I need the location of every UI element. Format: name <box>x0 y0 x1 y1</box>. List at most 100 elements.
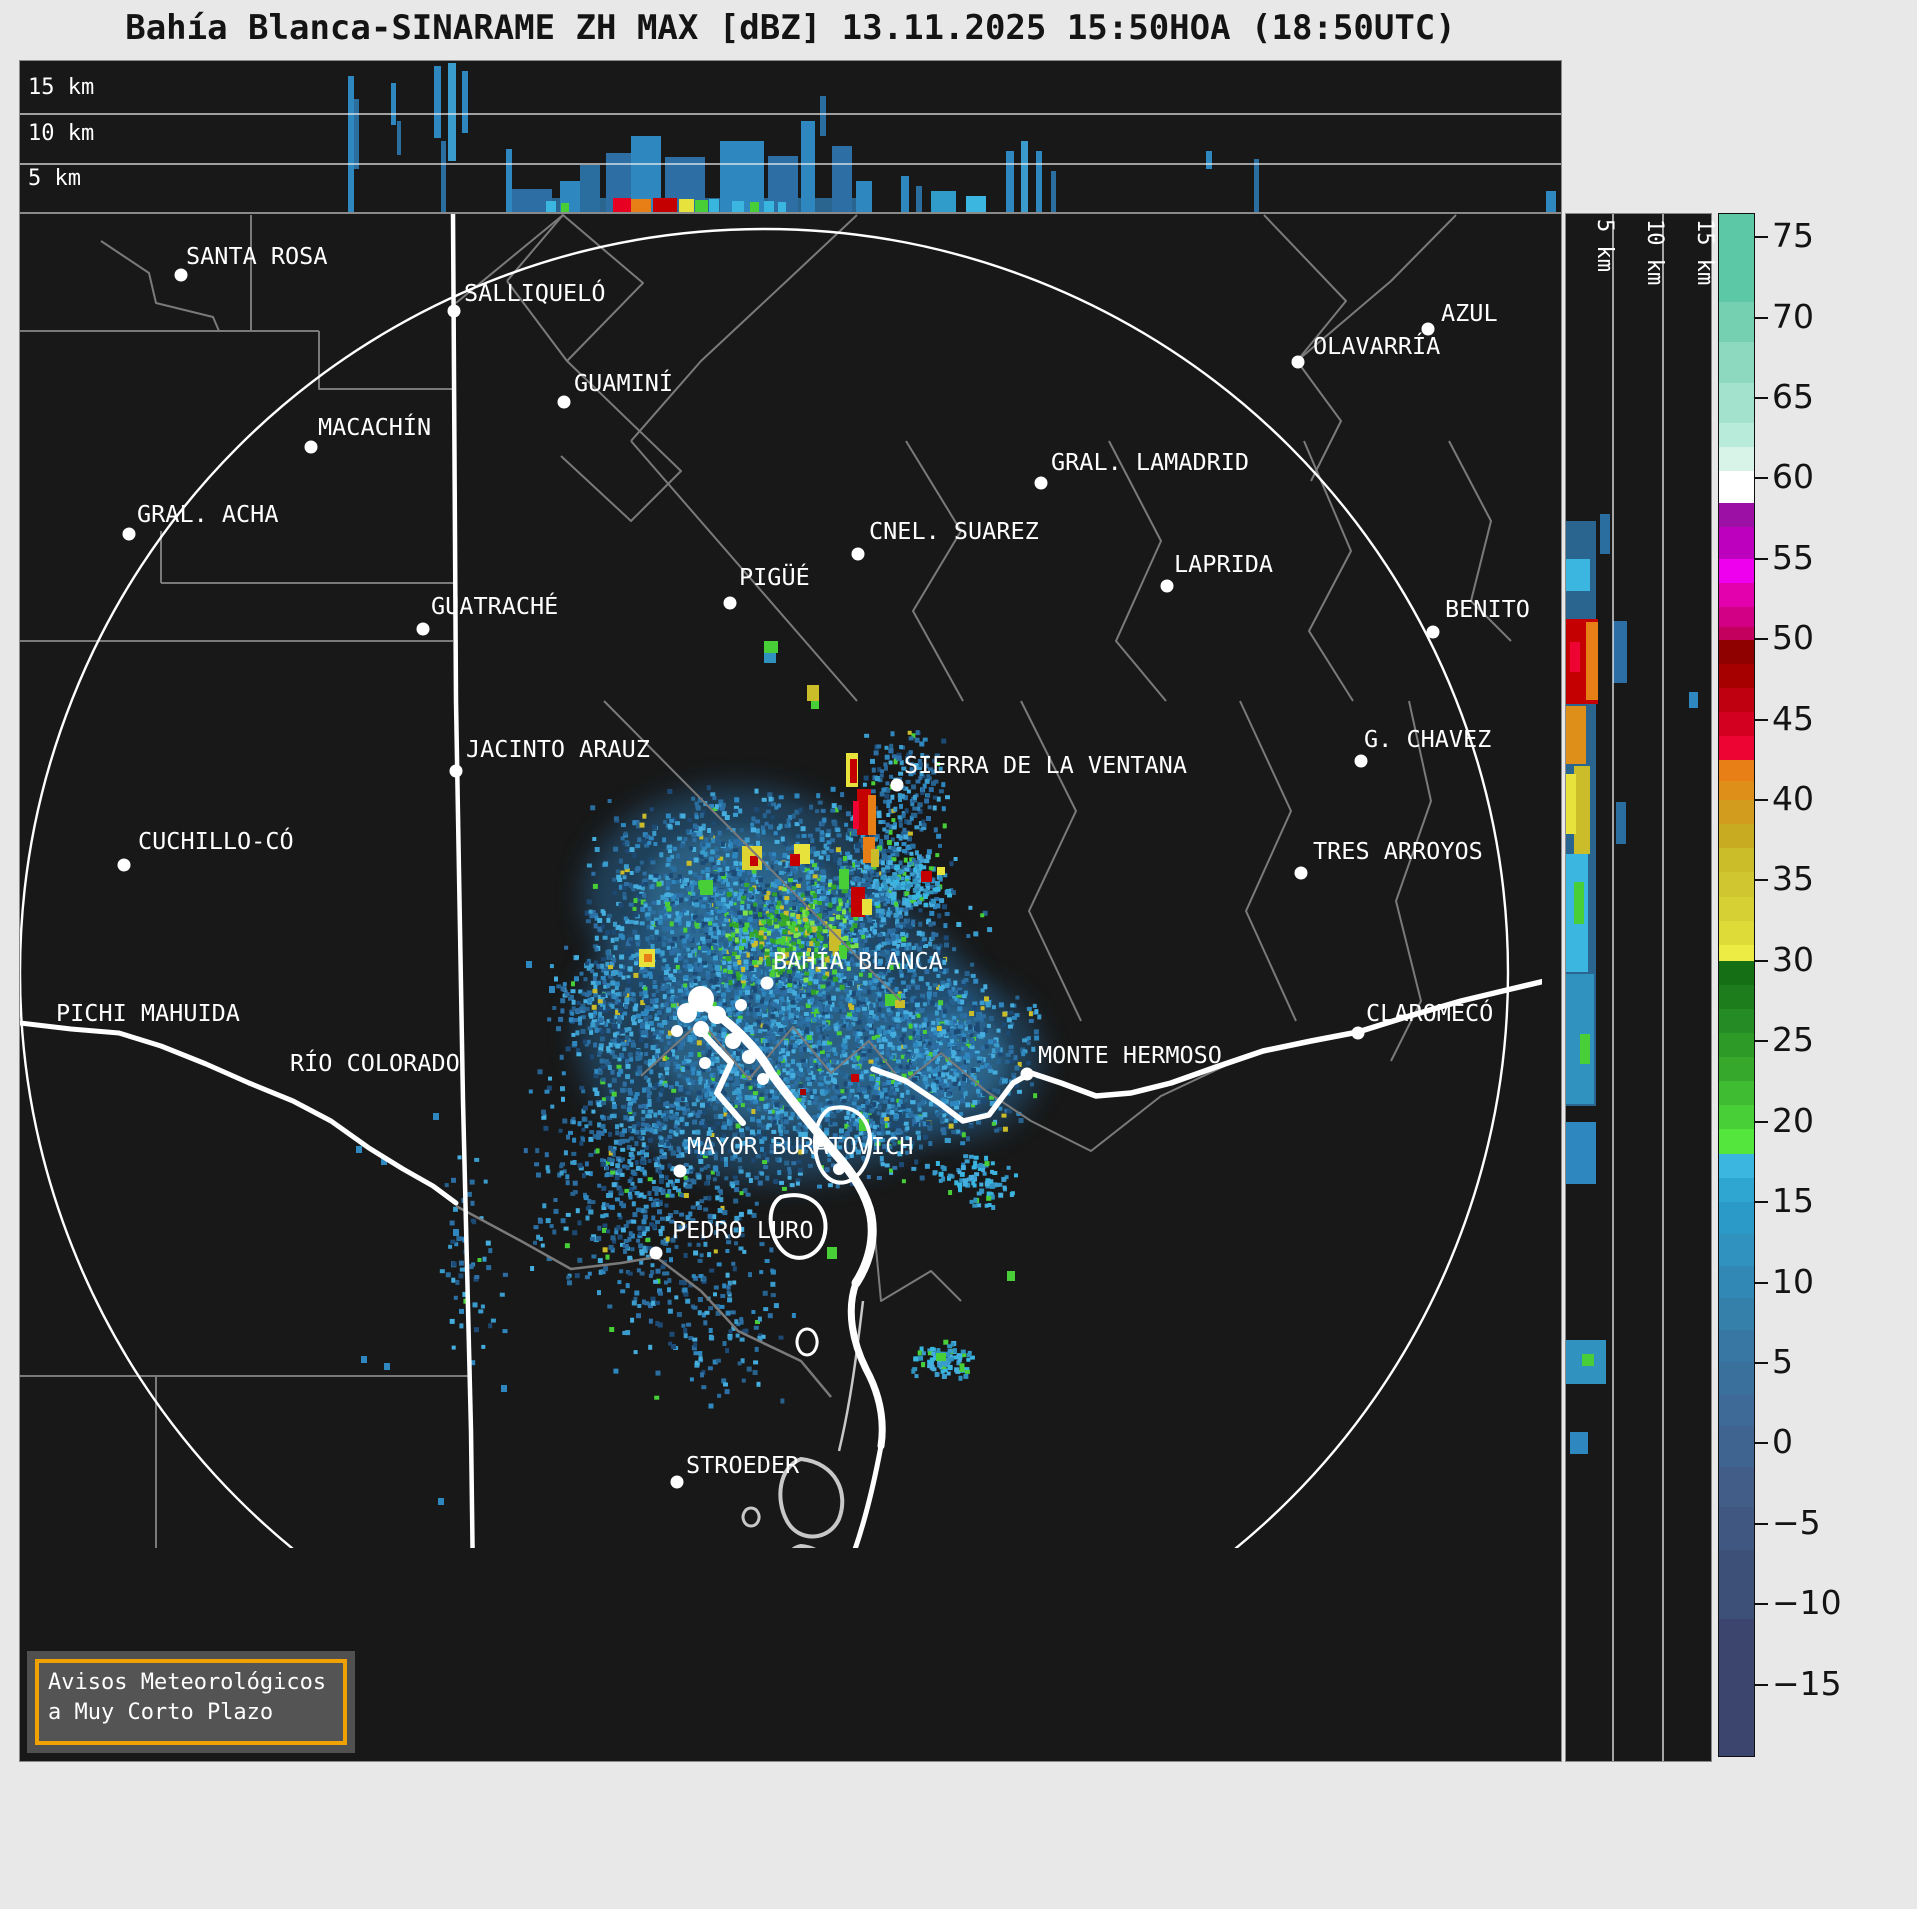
radar-echo <box>354 99 359 169</box>
radar-echo <box>361 1356 367 1363</box>
city-label: AZUL <box>1441 299 1498 327</box>
radar-echo <box>1036 151 1042 212</box>
colorbar-segment <box>1719 639 1754 664</box>
colorbar-segment <box>1719 687 1754 712</box>
water-feature <box>833 1163 845 1175</box>
radar-echo-core <box>829 929 841 951</box>
radar-echo <box>931 191 956 212</box>
city-dot <box>1351 1026 1365 1040</box>
water-feature <box>815 1135 827 1147</box>
county-boundary <box>1303 440 1354 702</box>
colorbar-segment <box>1719 944 1754 961</box>
water-feature <box>693 1021 709 1037</box>
colorbar-segment <box>1719 1033 1754 1058</box>
colorbar-tick-label: 35 <box>1772 859 1814 899</box>
province-coast-line <box>20 1020 459 1206</box>
warning-line-1: Avisos Meteorológicos <box>48 1670 327 1695</box>
right-cross-section-panel <box>1565 213 1712 1762</box>
city-dot <box>673 1164 687 1178</box>
top-panel-altitude-label: 15 km <box>28 75 94 100</box>
warning-line-2: a Muy Corto Plazo <box>48 1700 274 1725</box>
city-dot <box>117 858 131 872</box>
colorbar-segment <box>1719 214 1754 303</box>
radar-echo-core <box>851 887 865 917</box>
radar-echo <box>433 1113 439 1120</box>
county-boundary <box>1108 440 1167 702</box>
top-panel-altitude-label: 10 km <box>28 121 94 146</box>
island-outline <box>778 1456 845 1539</box>
radar-echo <box>1570 1432 1588 1454</box>
colorbar-tick <box>1755 799 1768 802</box>
colorbar-segment <box>1719 527 1754 560</box>
city-dot <box>1291 355 1305 369</box>
city-label: TRES ARROYOS <box>1313 837 1483 865</box>
water-feature <box>735 999 747 1011</box>
colorbar-segment <box>1719 780 1754 801</box>
colorbar-segment <box>1719 470 1754 504</box>
colorbar-tick-label: 15 <box>1772 1181 1814 1221</box>
county-boundary <box>318 331 456 390</box>
colorbar-segment <box>1719 583 1754 608</box>
city-dot <box>1421 322 1435 336</box>
radar-echo-core <box>851 1074 859 1082</box>
city-dot <box>723 596 737 610</box>
radar-echo <box>631 199 651 212</box>
city-label: GUATRACHÉ <box>431 592 558 620</box>
radar-echo-core <box>839 869 849 889</box>
radar-echo <box>613 198 631 212</box>
radar-echo <box>1580 1034 1590 1064</box>
radar-echo <box>1254 159 1259 212</box>
radar-echo-core <box>644 954 652 962</box>
colorbar-segment <box>1719 984 1754 1009</box>
radar-echo <box>561 203 569 212</box>
colorbar-segment <box>1719 559 1754 584</box>
colorbar-segment <box>1719 607 1754 627</box>
radar-echo <box>732 201 744 212</box>
city-label: MACACHÍN <box>318 413 431 441</box>
right-panel-label-15km: 15 km <box>1692 219 1717 286</box>
colorbar-segment <box>1719 1426 1754 1467</box>
colorbar-segment <box>1719 848 1754 873</box>
radar-echo <box>453 1229 459 1236</box>
water-feature <box>757 1073 769 1085</box>
city-dot <box>565 1684 578 1697</box>
colorbar-segment <box>1719 663 1754 688</box>
warnings-link-inner: Avisos Meteorológicos a Muy Corto Plazo <box>35 1659 347 1745</box>
warnings-link-box[interactable]: Avisos Meteorológicos a Muy Corto Plazo <box>27 1651 355 1753</box>
colorbar-tick <box>1755 557 1768 560</box>
radar-echo <box>801 121 815 212</box>
radar-echo <box>1566 559 1590 591</box>
city-dot <box>447 304 461 318</box>
water-feature <box>708 1006 726 1024</box>
colorbar-tick <box>1755 1603 1768 1606</box>
water-feature <box>742 1050 756 1064</box>
radar-echo-core <box>839 945 847 959</box>
radar-echo <box>1689 692 1698 708</box>
colorbar-segment <box>1719 872 1754 897</box>
colorbar-tick-label: −5 <box>1772 1502 1821 1542</box>
county-boundary <box>700 1290 832 1398</box>
radar-echo <box>720 141 764 212</box>
radar-echo-core <box>827 1247 837 1259</box>
radar-echo <box>1566 706 1586 764</box>
water-feature <box>671 1025 683 1037</box>
colorbar-tick <box>1755 236 1768 239</box>
colorbar-segment <box>1719 711 1754 736</box>
radar-echo <box>778 202 786 212</box>
colorbar-tick <box>1755 1361 1768 1364</box>
radar-echo <box>356 1146 362 1153</box>
colorbar-tick <box>1755 1522 1768 1525</box>
radar-echo-core <box>807 685 819 701</box>
water-feature <box>688 986 714 1012</box>
city-label: VIEDMA <box>587 1663 672 1691</box>
radar-echo-core <box>921 871 932 882</box>
colorbar-tick <box>1755 1281 1768 1284</box>
city-label: GUAMINÍ <box>574 369 673 397</box>
province-coast-line <box>852 1443 884 1548</box>
colorbar-tick <box>1755 1120 1768 1123</box>
colorbar-tick <box>1755 879 1768 882</box>
colorbar-segment <box>1719 1298 1754 1331</box>
colorbar-segment <box>1719 1081 1754 1106</box>
colorbar-segment <box>1719 503 1754 528</box>
colorbar-tick <box>1755 718 1768 721</box>
